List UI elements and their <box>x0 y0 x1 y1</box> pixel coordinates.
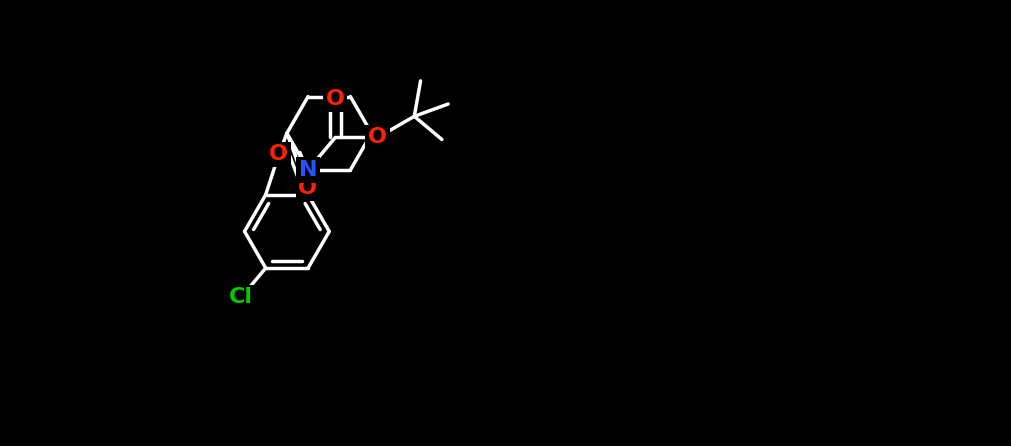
Text: O: O <box>368 128 387 148</box>
Text: N: N <box>298 160 317 180</box>
Text: O: O <box>298 178 317 198</box>
Text: O: O <box>269 145 288 165</box>
Text: Cl: Cl <box>228 287 253 307</box>
Text: O: O <box>326 89 345 109</box>
